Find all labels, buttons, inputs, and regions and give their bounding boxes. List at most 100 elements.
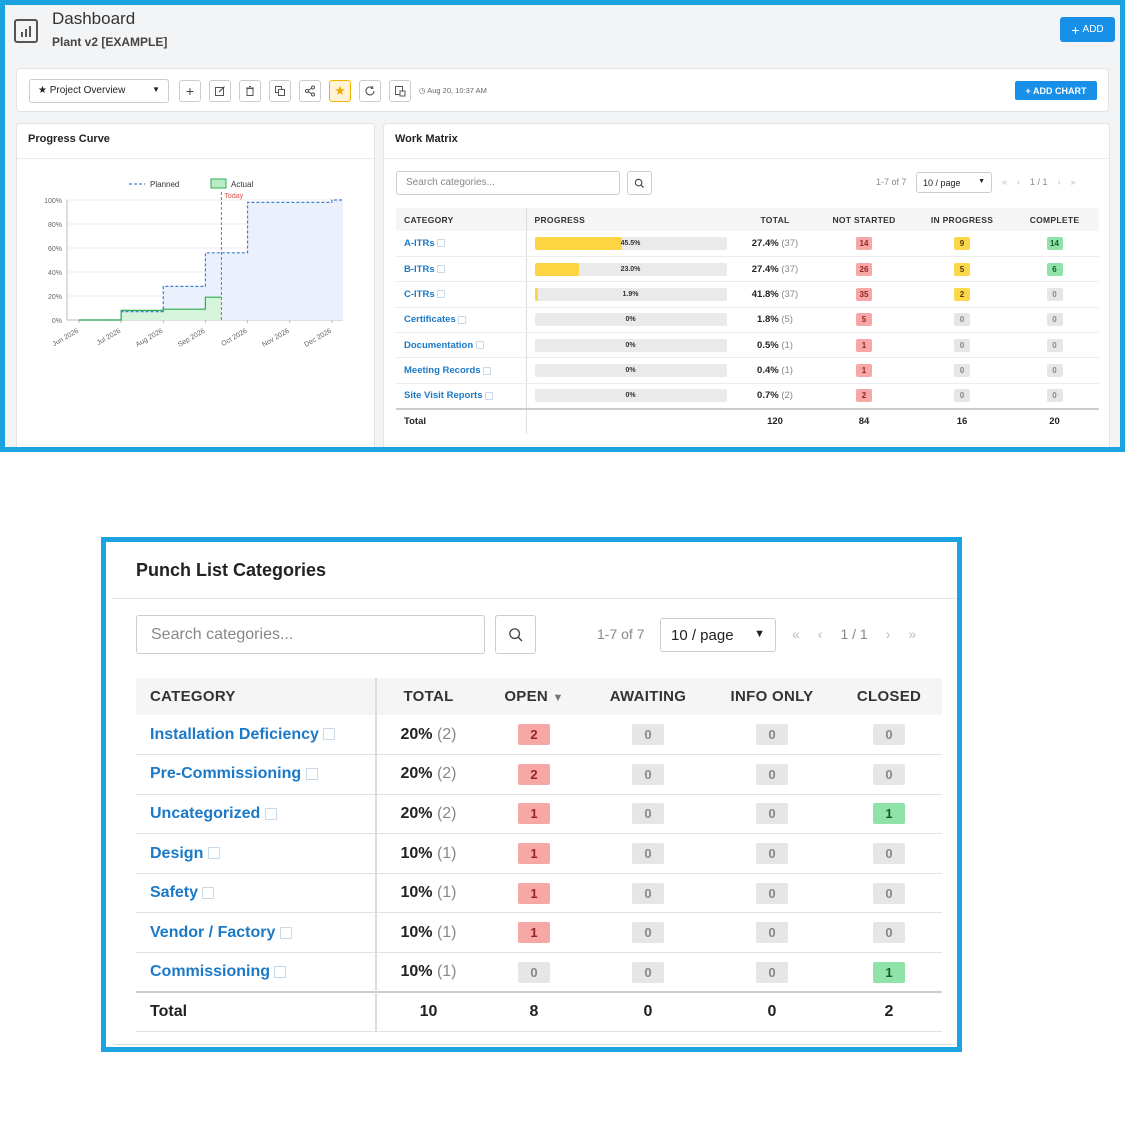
external-link-icon[interactable] (207, 847, 220, 860)
category-link[interactable]: Site Visit Reports (404, 390, 483, 402)
category-link[interactable]: B-ITRs (404, 263, 435, 275)
category-link[interactable]: Documentation (404, 339, 474, 351)
count-badge[interactable]: 0 (756, 961, 788, 983)
count-badge[interactable]: 5 (954, 262, 970, 276)
column-header[interactable]: NOT STARTED (814, 208, 914, 231)
count-badge[interactable]: 9 (954, 236, 970, 250)
count-badge[interactable]: 5 (856, 313, 872, 327)
count-badge[interactable]: 0 (954, 389, 970, 403)
category-link[interactable]: Commissioning (150, 963, 271, 981)
count-badge[interactable]: 0 (632, 961, 664, 983)
view-select[interactable]: ★ Project Overview ▼ (29, 79, 169, 103)
column-header[interactable]: IN PROGRESS (914, 208, 1010, 231)
count-badge[interactable]: 2 (856, 389, 872, 403)
first-page-icon[interactable]: « (792, 626, 800, 642)
external-link-icon[interactable] (323, 728, 336, 741)
next-page-icon[interactable]: › (885, 626, 891, 642)
count-badge[interactable]: 35 (856, 287, 872, 301)
column-header[interactable]: CATEGORY (396, 208, 527, 231)
count-badge[interactable]: 0 (756, 882, 788, 904)
category-link[interactable]: Installation Deficiency (150, 725, 319, 743)
share-button[interactable] (299, 80, 321, 102)
next-page-icon[interactable]: › (1057, 177, 1061, 187)
category-link[interactable]: Safety (150, 884, 199, 902)
count-badge[interactable]: 0 (954, 364, 970, 378)
column-header[interactable]: CATEGORY (136, 678, 377, 715)
page-size-select[interactable]: 10 / page ▼ (916, 172, 992, 193)
count-badge[interactable]: 0 (873, 724, 905, 746)
count-badge[interactable]: 2 (954, 287, 970, 301)
count-badge[interactable]: 0 (632, 922, 664, 944)
count-badge[interactable]: 1 (856, 338, 872, 352)
category-link[interactable]: Meeting Records (404, 365, 481, 377)
count-badge[interactable]: 0 (1046, 389, 1063, 403)
count-badge[interactable]: 1 (873, 803, 905, 825)
column-header[interactable]: COMPLETE (1010, 208, 1099, 231)
page-size-select[interactable]: 10 / page ▼ (660, 618, 776, 652)
count-badge[interactable]: 0 (632, 843, 664, 865)
count-badge[interactable]: 2 (518, 763, 550, 785)
add-button[interactable]: + ADD (1060, 17, 1115, 42)
count-badge[interactable]: 14 (856, 236, 872, 250)
count-badge[interactable]: 6 (1046, 262, 1063, 276)
export-button[interactable] (389, 80, 411, 102)
count-badge[interactable]: 0 (954, 313, 970, 327)
count-badge[interactable]: 0 (756, 803, 788, 825)
edit-button[interactable] (209, 80, 231, 102)
count-badge[interactable]: 1 (518, 803, 550, 825)
column-header-open[interactable]: OPEN ▼ (480, 678, 588, 715)
add-view-button[interactable]: + (179, 80, 201, 102)
count-badge[interactable]: 0 (518, 961, 550, 983)
count-badge[interactable]: 0 (632, 803, 664, 825)
count-badge[interactable]: 0 (1046, 287, 1063, 301)
delete-button[interactable] (239, 80, 261, 102)
count-badge[interactable]: 1 (518, 922, 550, 944)
search-input[interactable]: Search categories... (136, 615, 485, 654)
favorite-button[interactable]: ★ (329, 80, 351, 102)
count-badge[interactable]: 0 (756, 922, 788, 944)
external-link-icon[interactable] (437, 239, 446, 248)
count-badge[interactable]: 0 (1046, 313, 1063, 327)
count-badge[interactable]: 0 (756, 843, 788, 865)
category-link[interactable]: Design (150, 844, 204, 862)
external-link-icon[interactable] (485, 391, 494, 400)
external-link-icon[interactable] (483, 366, 492, 375)
count-badge[interactable]: 0 (873, 882, 905, 904)
external-link-icon[interactable] (264, 807, 277, 820)
category-link[interactable]: Pre-Commissioning (150, 765, 302, 783)
external-link-icon[interactable] (202, 886, 215, 899)
prev-page-icon[interactable]: ‹ (817, 626, 823, 642)
search-button[interactable] (495, 615, 536, 654)
search-input[interactable]: Search categories... (396, 171, 620, 195)
count-badge[interactable]: 14 (1046, 236, 1063, 250)
column-header[interactable]: AWAITING (588, 678, 708, 715)
column-header[interactable]: CLOSED (836, 678, 942, 715)
last-page-icon[interactable]: » (1070, 177, 1076, 187)
count-badge[interactable]: 0 (873, 843, 905, 865)
external-link-icon[interactable] (437, 290, 446, 299)
column-header[interactable]: TOTAL (376, 678, 480, 715)
external-link-icon[interactable] (305, 768, 318, 781)
category-link[interactable]: Certificates (404, 314, 456, 326)
column-header[interactable]: PROGRESS (526, 208, 736, 231)
count-badge[interactable]: 1 (873, 961, 905, 983)
first-page-icon[interactable]: « (1002, 177, 1008, 187)
count-badge[interactable]: 2 (518, 724, 550, 746)
count-badge[interactable]: 0 (1046, 364, 1063, 378)
count-badge[interactable]: 0 (954, 338, 970, 352)
count-badge[interactable]: 0 (1046, 338, 1063, 352)
external-link-icon[interactable] (458, 315, 467, 324)
external-link-icon[interactable] (475, 341, 484, 350)
count-badge[interactable]: 0 (873, 922, 905, 944)
external-link-icon[interactable] (279, 926, 292, 939)
count-badge[interactable]: 1 (518, 882, 550, 904)
category-link[interactable]: Vendor / Factory (150, 923, 276, 941)
refresh-button[interactable] (359, 80, 381, 102)
category-link[interactable]: C-ITRs (404, 288, 435, 300)
add-chart-button[interactable]: + ADD CHART (1015, 81, 1097, 100)
column-header[interactable]: TOTAL (736, 208, 814, 231)
category-link[interactable]: Uncategorized (150, 804, 261, 822)
count-badge[interactable]: 0 (632, 763, 664, 785)
search-button[interactable] (627, 171, 652, 195)
count-badge[interactable]: 1 (856, 364, 872, 378)
